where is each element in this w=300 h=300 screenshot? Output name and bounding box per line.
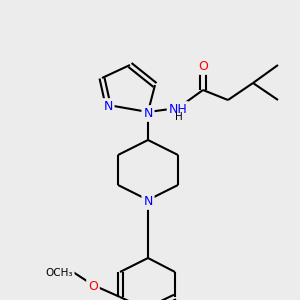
Text: NH: NH [169,103,188,116]
Text: N: N [143,107,153,120]
Text: N: N [143,195,153,208]
Text: O: O [198,60,208,73]
Text: H: H [175,112,183,122]
Text: N: N [103,100,113,113]
Text: O: O [88,280,98,293]
Text: OCH₃: OCH₃ [46,268,73,278]
